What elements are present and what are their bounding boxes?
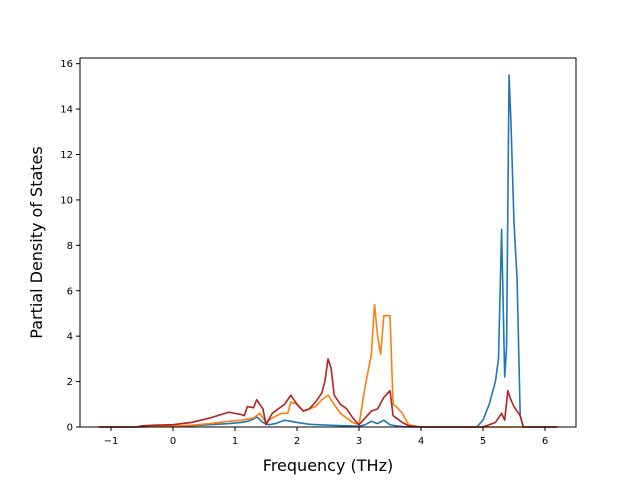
plot-frame: [79, 57, 577, 428]
y-tick-label: 4: [67, 332, 73, 343]
x-tick-label: 2: [294, 436, 300, 447]
y-tick-label: 6: [67, 286, 73, 297]
y-axis-label: Partial Density of States: [27, 146, 46, 338]
x-tick-label: 1: [232, 436, 238, 447]
series-line-1: [98, 74, 558, 428]
x-tick-label: 6: [542, 436, 548, 447]
y-tick-label: 10: [60, 195, 73, 206]
y-tick-label: 2: [67, 377, 73, 388]
x-axis-label: Frequency (THz): [263, 456, 393, 475]
x-tick-label: −1: [104, 436, 119, 447]
x-axis: −1 0 1 2 3 4 5 6: [104, 427, 548, 447]
y-tick-label: 0: [67, 423, 73, 434]
x-tick-label: 3: [356, 436, 362, 447]
x-tick-label: 4: [418, 436, 424, 447]
y-axis: 0 2 4 6 8 10 12 14 16: [60, 59, 80, 434]
y-tick-label: 12: [60, 150, 73, 161]
y-tick-label: 16: [60, 59, 73, 70]
y-tick-label: 8: [67, 241, 73, 252]
series-line-3: [98, 358, 558, 428]
series-lines: [98, 74, 558, 428]
series-line-2: [98, 303, 558, 428]
x-tick-label: 0: [170, 436, 176, 447]
y-tick-label: 14: [60, 105, 73, 116]
x-tick-label: 5: [480, 436, 486, 447]
